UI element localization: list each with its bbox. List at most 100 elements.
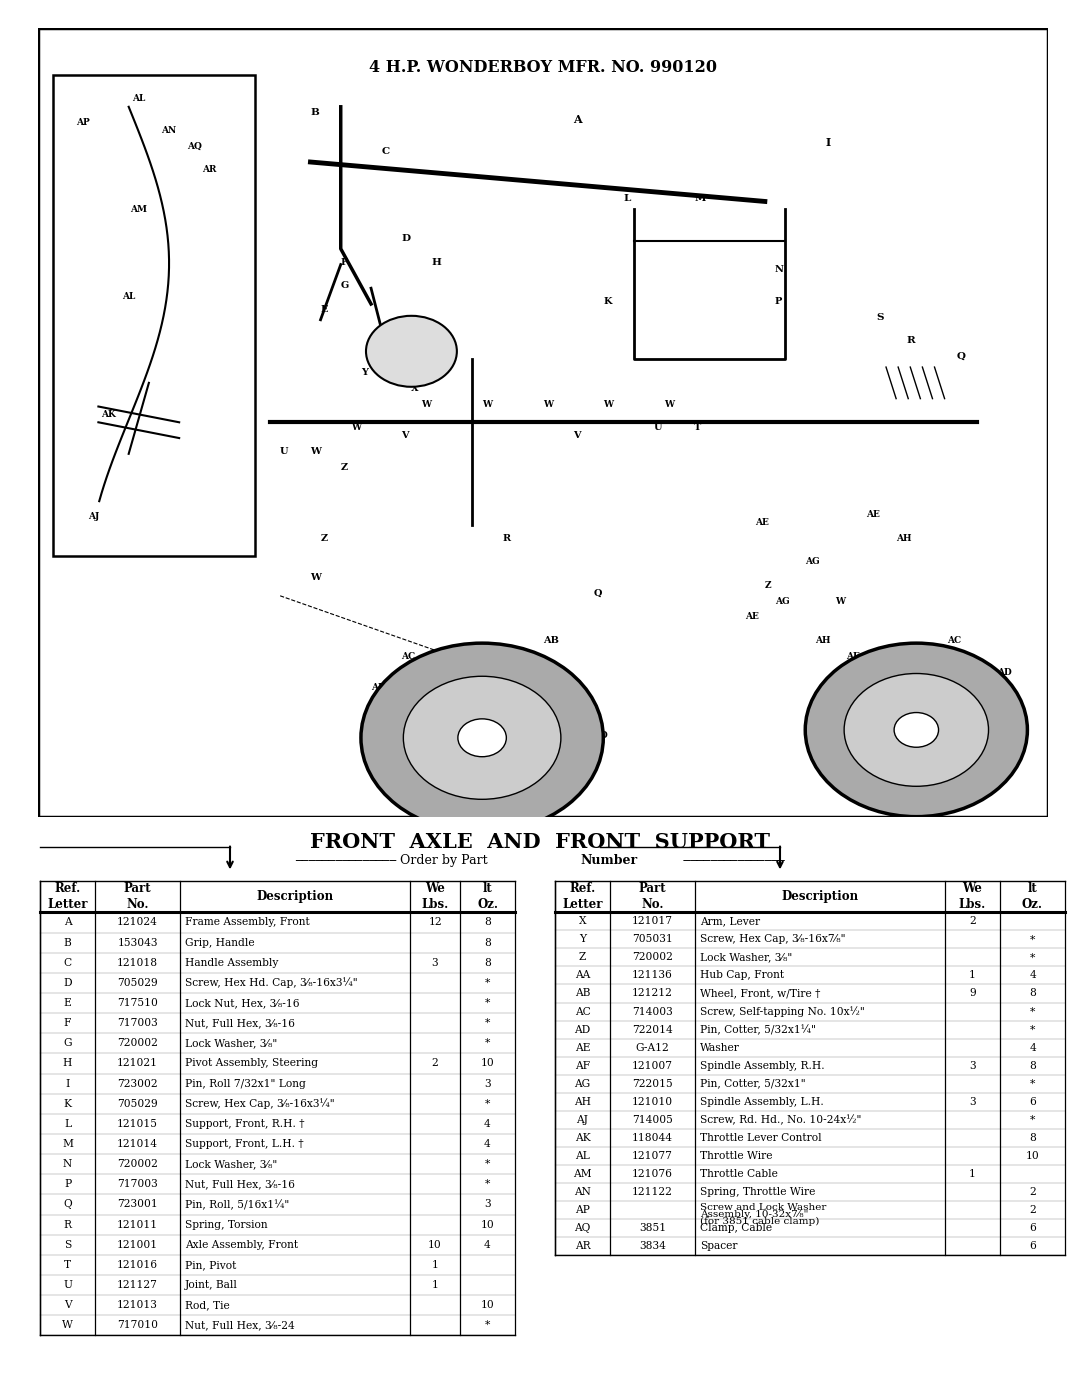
Text: W: W xyxy=(482,399,492,409)
Text: R: R xyxy=(906,336,915,345)
Text: Spindle Assembly, L.H.: Spindle Assembly, L.H. xyxy=(700,1097,824,1107)
Text: D: D xyxy=(64,977,71,988)
Circle shape xyxy=(845,673,988,786)
Text: F: F xyxy=(64,1018,71,1029)
Text: Spring, Throttle Wire: Spring, Throttle Wire xyxy=(700,1187,815,1196)
Text: X: X xyxy=(411,384,419,392)
Text: P: P xyxy=(775,297,782,306)
Text: Pin, Pivot: Pin, Pivot xyxy=(185,1261,237,1270)
Text: 2: 2 xyxy=(1029,1205,1036,1215)
Text: U: U xyxy=(63,1280,72,1290)
Text: S: S xyxy=(876,313,883,321)
Text: 2: 2 xyxy=(1029,1187,1036,1196)
Text: U: U xyxy=(653,423,662,433)
Text: R: R xyxy=(64,1220,71,1230)
Text: Arm, Lever: Arm, Lever xyxy=(700,916,760,927)
Text: AH: AH xyxy=(815,637,831,645)
Text: 717003: 717003 xyxy=(117,1018,158,1029)
Text: W: W xyxy=(62,1321,73,1330)
Text: 717510: 717510 xyxy=(117,998,158,1008)
Text: *: * xyxy=(1030,1079,1036,1089)
Text: 3: 3 xyxy=(484,1199,490,1209)
Text: W: W xyxy=(836,596,846,606)
Text: 1: 1 xyxy=(432,1261,438,1270)
Text: C: C xyxy=(64,958,71,967)
Text: W: W xyxy=(310,572,322,582)
Text: Lock Washer, 3⁄₈": Lock Washer, 3⁄₈" xyxy=(185,1039,278,1048)
Text: Z: Z xyxy=(579,952,586,962)
Text: AH: AH xyxy=(896,533,912,543)
Text: *: * xyxy=(485,1039,490,1048)
Text: N: N xyxy=(63,1159,72,1170)
Text: S: S xyxy=(64,1240,71,1249)
Text: AE: AE xyxy=(745,613,758,621)
Text: AC: AC xyxy=(947,637,961,645)
Text: AJ: AJ xyxy=(577,1114,589,1125)
Text: AQ: AQ xyxy=(187,142,202,151)
Circle shape xyxy=(806,644,1027,817)
Text: Nut, Full Hex, 3⁄₈-24: Nut, Full Hex, 3⁄₈-24 xyxy=(185,1321,295,1330)
Text: G-A12: G-A12 xyxy=(636,1043,670,1053)
Text: 10: 10 xyxy=(481,1300,495,1311)
Text: 705029: 705029 xyxy=(117,1099,158,1108)
Circle shape xyxy=(458,719,507,757)
Text: 121015: 121015 xyxy=(117,1120,158,1129)
Text: AF: AF xyxy=(575,1061,590,1071)
Text: 10: 10 xyxy=(481,1058,495,1068)
Text: AM: AM xyxy=(131,205,147,214)
Text: AD: AD xyxy=(372,684,386,692)
Text: AA: AA xyxy=(575,970,590,980)
Text: AE: AE xyxy=(523,652,537,660)
Text: Hub Cap, Front: Hub Cap, Front xyxy=(700,970,784,980)
Text: 3834: 3834 xyxy=(639,1241,666,1251)
Text: AA: AA xyxy=(361,730,375,740)
Text: 121024: 121024 xyxy=(117,917,158,927)
Text: Pin, Roll, 5/16x1¼": Pin, Roll, 5/16x1¼" xyxy=(185,1199,289,1210)
Text: W: W xyxy=(421,399,432,409)
Text: Ref.
Letter: Ref. Letter xyxy=(48,882,87,912)
Text: T: T xyxy=(694,423,701,433)
Text: AC: AC xyxy=(402,652,416,660)
Text: *: * xyxy=(1030,934,1036,945)
Text: 8: 8 xyxy=(484,917,491,927)
Text: 8: 8 xyxy=(1029,988,1036,998)
Text: AM: AM xyxy=(573,1168,592,1178)
Bar xyxy=(53,75,255,557)
Text: 121001: 121001 xyxy=(117,1240,158,1249)
Text: Z: Z xyxy=(765,581,771,591)
Text: G: G xyxy=(341,281,349,290)
Text: 121007: 121007 xyxy=(632,1061,673,1071)
Text: 720002: 720002 xyxy=(632,952,673,962)
Text: I: I xyxy=(825,137,831,148)
Text: D: D xyxy=(402,235,410,243)
Text: Q: Q xyxy=(957,352,966,362)
Text: Q: Q xyxy=(63,1199,72,1209)
Text: V: V xyxy=(573,431,581,440)
Text: E: E xyxy=(321,304,328,314)
Text: AL: AL xyxy=(122,292,135,300)
Text: Number: Number xyxy=(580,854,637,867)
Circle shape xyxy=(894,712,939,747)
Text: (for 3851 cable clamp): (for 3851 cable clamp) xyxy=(700,1217,820,1226)
Text: N: N xyxy=(775,265,784,275)
Text: Part
No.: Part No. xyxy=(124,882,151,912)
Text: 153043: 153043 xyxy=(118,938,158,948)
Text: 720002: 720002 xyxy=(117,1039,158,1048)
Text: ───────────────: ─────────────── xyxy=(680,856,785,866)
Text: Throttle Lever Control: Throttle Lever Control xyxy=(700,1132,822,1143)
Text: *: * xyxy=(485,1321,490,1330)
Text: V: V xyxy=(402,431,409,440)
Text: 121013: 121013 xyxy=(117,1300,158,1311)
Text: ───────────────: ─────────────── xyxy=(295,856,400,866)
Text: 717010: 717010 xyxy=(117,1321,158,1330)
Text: 3: 3 xyxy=(969,1061,976,1071)
Text: 121017: 121017 xyxy=(632,916,673,927)
Text: 4: 4 xyxy=(484,1139,491,1149)
Text: 121076: 121076 xyxy=(632,1168,673,1178)
Text: A: A xyxy=(64,917,71,927)
Text: *: * xyxy=(485,1159,490,1170)
Text: Q: Q xyxy=(593,589,602,597)
Text: W: W xyxy=(604,399,613,409)
Text: Support, Front, L.H. †: Support, Front, L.H. † xyxy=(185,1139,303,1149)
Text: AE: AE xyxy=(575,1043,591,1053)
